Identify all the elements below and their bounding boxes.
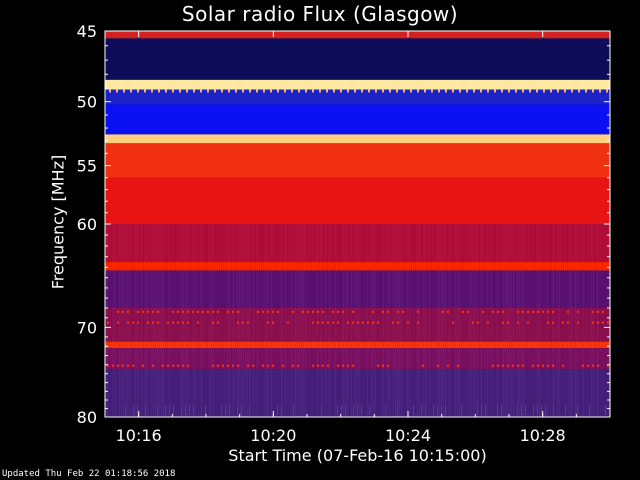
frequency-band-10 bbox=[105, 270, 610, 308]
frequency-band-11 bbox=[105, 307, 610, 342]
x-tick-label: 10:28 bbox=[520, 426, 566, 445]
frequency-band-13 bbox=[105, 348, 610, 370]
x-tick-label: 10:16 bbox=[116, 426, 162, 445]
frequency-band-8 bbox=[105, 224, 610, 263]
updated-timestamp: Updated Thu Feb 22 01:18:56 2018 bbox=[2, 469, 176, 479]
x-axis-label: Start Time (07-Feb-16 10:15:00) bbox=[228, 446, 487, 465]
frequency-band-12 bbox=[105, 341, 610, 349]
frequency-band-6 bbox=[105, 143, 610, 178]
x-tick-label: 10:24 bbox=[385, 426, 431, 445]
frequency-band-7 bbox=[105, 177, 610, 224]
frequency-band-1 bbox=[105, 38, 610, 80]
frequency-band-0 bbox=[105, 31, 610, 39]
frequency-band-5 bbox=[105, 134, 610, 144]
x-tick-label: 10:20 bbox=[250, 426, 296, 445]
frequency-band-3 bbox=[105, 89, 610, 105]
y-tick-label: 70 bbox=[77, 318, 97, 337]
chart-title: Solar radio Flux (Glasgow) bbox=[181, 2, 459, 26]
y-tick-label: 55 bbox=[77, 157, 97, 176]
y-tick-label: 80 bbox=[77, 408, 97, 427]
noise-texture bbox=[105, 89, 610, 417]
frequency-band-2 bbox=[105, 79, 610, 90]
y-tick-label: 60 bbox=[77, 215, 97, 234]
y-axis-label: Frequency [MHz] bbox=[48, 154, 68, 290]
y-tick-label: 50 bbox=[77, 93, 97, 112]
frequency-band-4 bbox=[105, 104, 610, 135]
y-tick-label: 45 bbox=[77, 22, 97, 41]
frequency-band-9 bbox=[105, 262, 610, 271]
